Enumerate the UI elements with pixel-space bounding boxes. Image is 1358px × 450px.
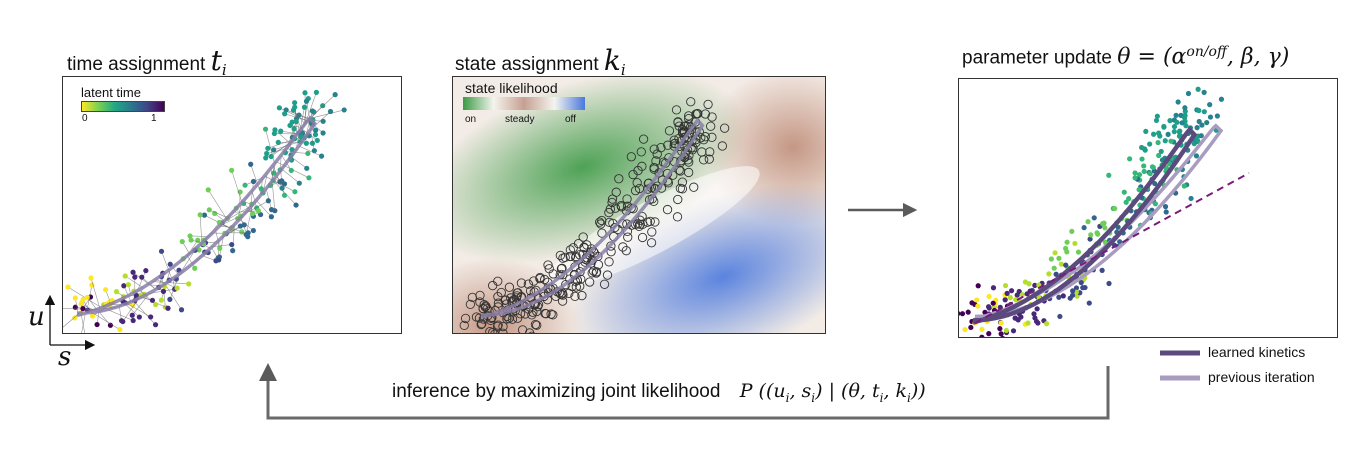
time-assignment-title: time assignment ti xyxy=(67,44,227,79)
state-assignment-label: state assignment xyxy=(455,54,599,75)
state-symbol: k xyxy=(603,44,621,77)
loop-text: inference by maximizing joint likelihood xyxy=(392,381,721,402)
colorbar-label: latent time xyxy=(81,85,141,100)
state-symbol-sub: i xyxy=(620,60,626,79)
parameter-update-label: parameter update xyxy=(962,47,1112,69)
colorbar-min: 0 xyxy=(82,113,88,124)
likelihood-formula: P ((ui, si) | (θ, ti, ki)) xyxy=(739,380,926,405)
parameter-update-title: parameter update θ = (αon/off, β, γ) xyxy=(962,44,1289,69)
state-likelihood-label: state likelihood xyxy=(465,80,558,96)
time-assignment-label: time assignment xyxy=(67,54,206,75)
u-axis-label: u xyxy=(28,302,45,332)
parameter-update-panel xyxy=(958,78,1338,338)
theta-formula-sup: on/off xyxy=(1186,44,1227,60)
state-assignment-panel: state likelihood on steady off xyxy=(452,76,826,334)
state-on-label: on xyxy=(465,114,477,125)
s-axis-label: s xyxy=(58,342,72,372)
latent-time-colorbar xyxy=(81,101,165,112)
state-likelihood-colorbar xyxy=(463,97,585,110)
state-off-label: off xyxy=(565,114,576,125)
time-symbol: t xyxy=(210,44,222,77)
state-assignment-plot xyxy=(453,77,825,333)
time-assignment-panel: latent time 0 1 xyxy=(62,76,402,334)
state-assignment-title: state assignment ki xyxy=(455,44,626,79)
feedback-loop-arrow xyxy=(259,363,1110,420)
learned-kinetics-label: learned kinetics xyxy=(1208,344,1306,360)
time-assignment-plot xyxy=(63,89,347,333)
time-symbol-sub: i xyxy=(221,60,227,79)
colorbar-max: 1 xyxy=(151,113,157,124)
previous-iteration-label: previous iteration xyxy=(1208,369,1315,385)
theta-formula-tail: , β, γ) xyxy=(1226,44,1290,70)
parameter-update-plot xyxy=(959,86,1250,337)
theta-formula: θ = (α xyxy=(1117,44,1187,70)
loop-caption: inference by maximizing joint likelihood… xyxy=(392,380,926,405)
state-steady-label: steady xyxy=(505,114,535,125)
